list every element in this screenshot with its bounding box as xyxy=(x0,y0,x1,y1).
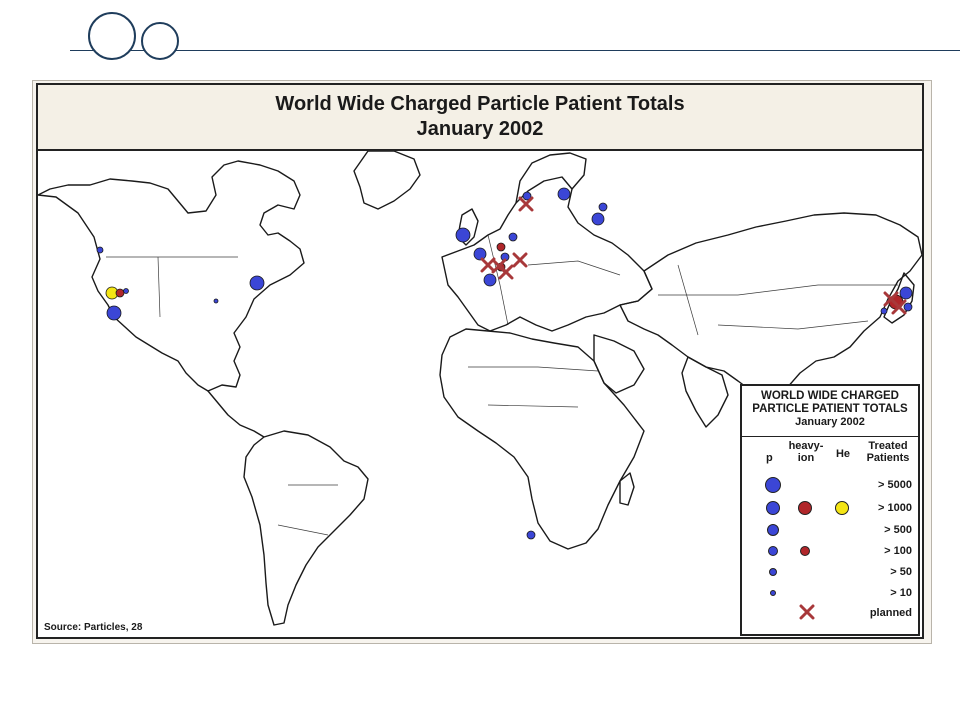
legend-divider xyxy=(742,436,918,437)
source-note: Source: Particles, 28 xyxy=(44,622,143,633)
legend: WORLD WIDE CHARGED PARTICLE PATIENT TOTA… xyxy=(740,384,920,636)
legend-header-treated-2: Patients xyxy=(866,452,910,464)
site-belgium xyxy=(473,247,487,261)
legend-proton-10-dot xyxy=(770,590,776,596)
uk-outline xyxy=(457,208,479,246)
legend-row-10: > 10 xyxy=(890,587,912,599)
arabia-outline xyxy=(593,334,645,394)
legend-title-line1: WORLD WIDE CHARGED xyxy=(761,390,899,402)
site-japan-1 xyxy=(899,286,913,300)
legend-row-100: > 100 xyxy=(884,545,912,557)
asia-outline xyxy=(619,212,922,398)
country-borders xyxy=(106,234,898,536)
legend-proton-100-dot xyxy=(768,546,778,556)
site-midwest xyxy=(213,298,219,304)
legend-row-500: > 500 xyxy=(884,524,912,536)
site-loma-linda xyxy=(106,305,122,321)
legend-proton-1000-dot xyxy=(766,501,780,515)
legend-proton-50-dot xyxy=(769,568,777,576)
map-title: World Wide Charged Particle Patient Tota… xyxy=(275,93,685,115)
madagascar-outline xyxy=(619,472,635,506)
africa-outline xyxy=(439,328,645,550)
treatment-sites xyxy=(96,187,913,540)
site-moscow-2 xyxy=(591,212,605,226)
legend-proton-500-dot xyxy=(767,524,779,536)
europe-outline xyxy=(441,176,653,332)
planned-sweden xyxy=(518,196,534,212)
legend-header-treated-1: Treated xyxy=(868,440,908,452)
site-st-petersburg xyxy=(557,187,571,201)
site-switzerland-1 xyxy=(483,273,497,287)
planned-japan-2 xyxy=(891,299,907,315)
greenland-outline xyxy=(353,150,421,210)
header-circle-small xyxy=(141,22,179,60)
site-uk xyxy=(455,227,471,243)
site-japan-4 xyxy=(880,307,888,315)
legend-row-50: > 50 xyxy=(890,566,912,578)
map-figure: World Wide Charged Particle Patient Tota… xyxy=(36,83,924,639)
legend-heavy-ion-1000-dot xyxy=(798,501,812,515)
central-america-outline xyxy=(207,390,265,438)
legend-planned-x-icon xyxy=(799,604,815,620)
legend-row-1000: > 1000 xyxy=(878,502,912,514)
legend-title-line2: PARTICLE PATIENT TOTALS xyxy=(752,403,908,415)
legend-row-planned: planned xyxy=(869,607,912,619)
planned-austria xyxy=(512,252,528,268)
legend-header-proton: p xyxy=(766,452,773,464)
site-california-2 xyxy=(115,288,125,298)
planned-italy xyxy=(498,264,514,280)
site-uppsala xyxy=(522,191,532,201)
site-vancouver xyxy=(96,246,104,254)
legend-row-5000: > 5000 xyxy=(878,479,912,491)
world-map xyxy=(38,150,922,626)
site-south-africa xyxy=(526,530,536,540)
legend-heavy-ion-100-dot xyxy=(800,546,810,556)
site-moscow-1 xyxy=(598,202,608,212)
legend-proton-5000-dot xyxy=(765,477,781,493)
site-germany-1 xyxy=(496,242,506,252)
site-boston xyxy=(249,275,265,291)
header-rule xyxy=(70,50,960,51)
north-america-outline xyxy=(38,160,305,392)
legend-helium-1000-dot xyxy=(835,501,849,515)
site-japan-3 xyxy=(903,302,913,312)
site-california-3 xyxy=(123,288,129,294)
legend-title-line3: January 2002 xyxy=(795,416,865,428)
map-title-band: World Wide Charged Particle Patient Tota… xyxy=(38,85,922,151)
india-outline xyxy=(681,356,729,428)
legend-header-heavy-ion-2: ion xyxy=(797,452,815,464)
map-subtitle: January 2002 xyxy=(416,118,544,140)
legend-header-heavy-ion-1: heavy- xyxy=(788,440,824,452)
scandinavia-outline xyxy=(515,152,587,204)
header-circle-large xyxy=(88,12,136,60)
site-poland xyxy=(508,232,518,242)
south-america-outline xyxy=(243,430,369,626)
legend-header-helium: He xyxy=(835,448,851,460)
